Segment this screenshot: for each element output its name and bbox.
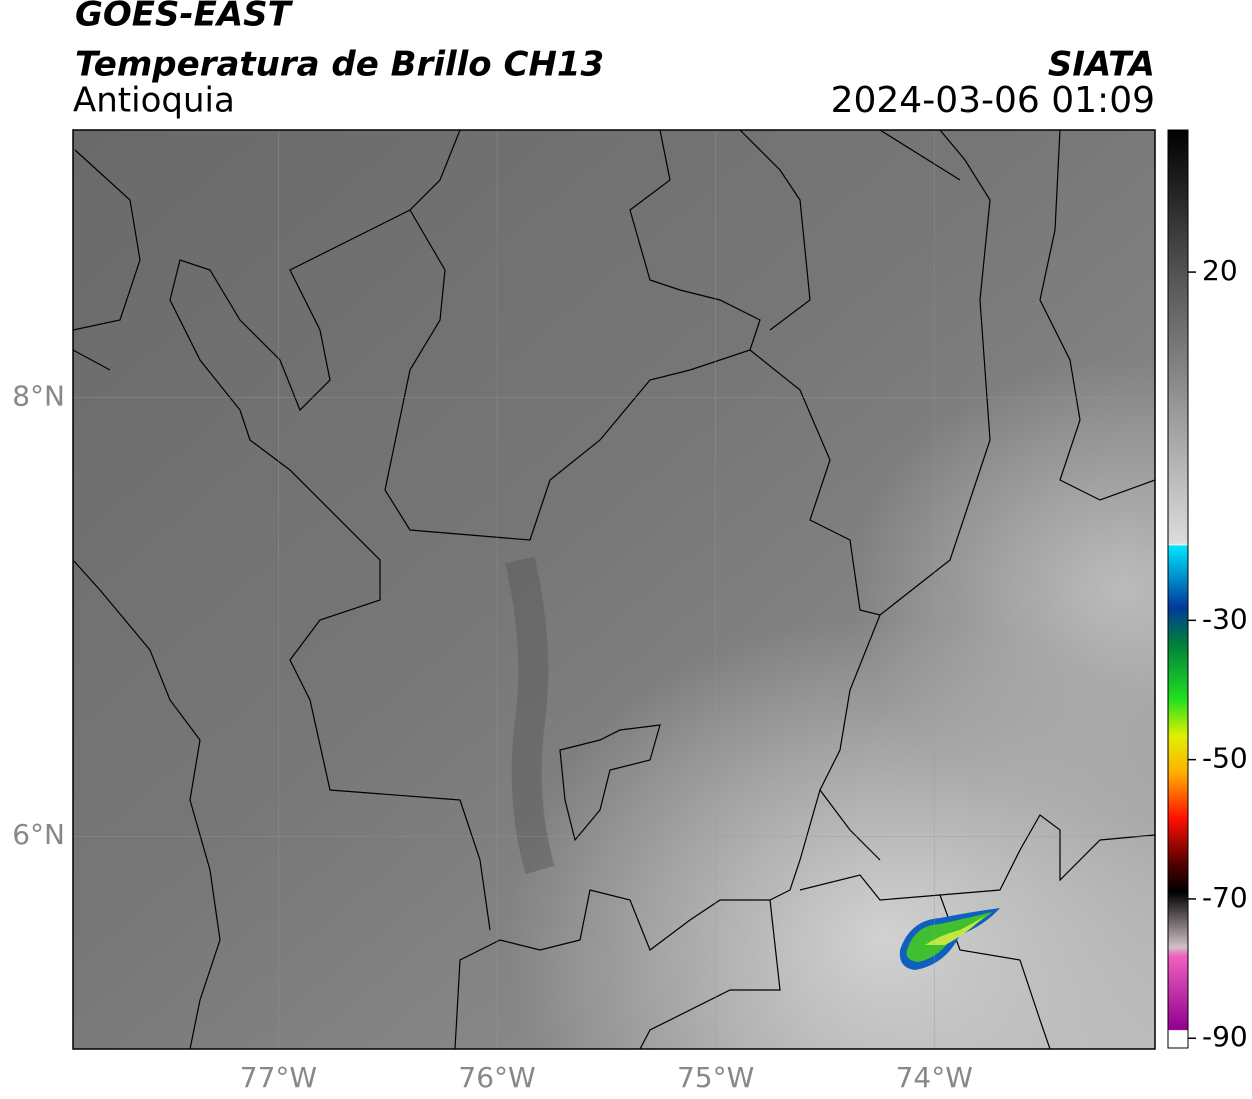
terrain [505, 556, 555, 875]
border [559, 724, 661, 842]
source: SIATA [1048, 45, 1155, 85]
colorbar [1167, 129, 1189, 1049]
colorbar-tick-label: -50 [1202, 742, 1248, 775]
border [1039, 130, 1155, 501]
colorbar-tick-label: 20 [1202, 254, 1238, 287]
grid [73, 130, 1155, 1049]
datetime: 2024-03-06 01:09 [831, 80, 1155, 121]
x-tick-label: 75°W [677, 1061, 754, 1094]
colorbar-tick-label: -90 [1202, 1020, 1248, 1053]
border [799, 814, 1155, 901]
map [73, 130, 1155, 1049]
y-tick-label: 8°N [12, 380, 65, 413]
x-tick-label: 74°W [896, 1061, 973, 1094]
title: GOES-EAST [75, 0, 294, 35]
border [749, 130, 991, 616]
border [739, 130, 961, 331]
subtitle: Temperatura de Brillo CH13 [75, 45, 604, 85]
coastline [169, 130, 491, 931]
map-frame [72, 129, 1156, 1050]
storm-core [925, 916, 985, 945]
border [384, 130, 761, 541]
region: Antioquia [73, 81, 235, 121]
border [454, 614, 881, 1049]
colorbar-tick-label: -30 [1202, 602, 1248, 635]
coastline [73, 349, 221, 1049]
colorbar-tick-label: -70 [1202, 881, 1248, 914]
x-tick-label: 76°W [458, 1061, 535, 1094]
border [73, 149, 141, 331]
x-tick-label: 77°W [240, 1061, 317, 1094]
y-tick-label: 6°N [12, 818, 65, 851]
